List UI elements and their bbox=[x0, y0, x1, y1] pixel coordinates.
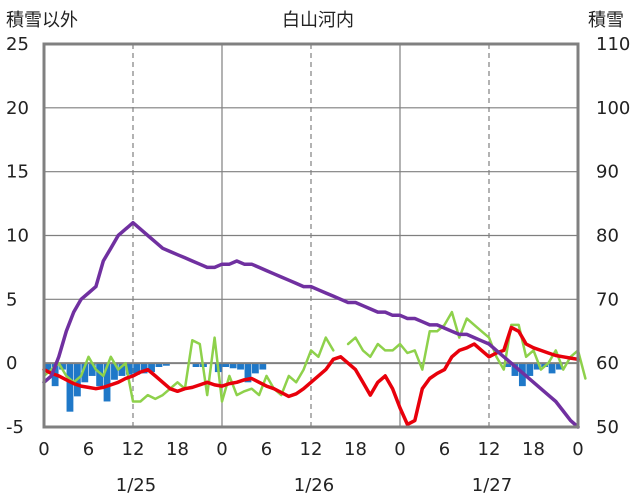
right-axis-title: 積雪 bbox=[588, 10, 624, 31]
precipitation-bar bbox=[222, 363, 230, 367]
right-tick-label: 90 bbox=[596, 162, 619, 183]
wind-line bbox=[42, 310, 587, 403]
precipitation-bar bbox=[133, 363, 141, 375]
right-tick-label: 110 bbox=[596, 34, 630, 55]
precipitation-bar bbox=[244, 363, 252, 383]
left-tick-label: 5 bbox=[6, 289, 17, 310]
right-tick-label: 60 bbox=[596, 353, 619, 374]
precipitation-bar bbox=[66, 363, 74, 412]
x-tick-label: 12 bbox=[122, 439, 145, 460]
plot-frame bbox=[42, 42, 580, 429]
precipitation-bar bbox=[118, 363, 126, 376]
precipitation-bar bbox=[229, 363, 237, 369]
left-axis-title: 積雪以外 bbox=[6, 10, 78, 31]
x-tick-label: 12 bbox=[300, 439, 323, 460]
temperature-line bbox=[42, 325, 580, 427]
snow_depth-line bbox=[42, 220, 580, 429]
precipitation-bar bbox=[548, 363, 556, 374]
date-label: 1/26 bbox=[294, 475, 334, 496]
precipitation-bar bbox=[259, 363, 267, 370]
precipitation-bar bbox=[504, 363, 511, 367]
line-layer bbox=[42, 220, 587, 429]
precipitation-bar bbox=[148, 363, 155, 373]
precipitation-bar bbox=[162, 363, 170, 366]
precipitation-bar bbox=[88, 363, 96, 376]
precipitation-bar bbox=[192, 363, 200, 367]
precipitation-bar bbox=[103, 363, 111, 402]
precipitation-bar bbox=[155, 363, 163, 367]
x-tick-label: 18 bbox=[166, 439, 189, 460]
precipitation-bar bbox=[556, 363, 563, 370]
left-tick-label: 10 bbox=[6, 226, 29, 247]
precipitation-bar bbox=[511, 363, 519, 376]
left-tick-label: 0 bbox=[6, 353, 17, 374]
date-label: 1/25 bbox=[116, 475, 156, 496]
left-tick-label: -5 bbox=[6, 417, 24, 438]
date-label: 1/27 bbox=[472, 475, 512, 496]
x-tick-label: 0 bbox=[394, 439, 405, 460]
x-tick-label: 0 bbox=[572, 439, 583, 460]
label-layer: 積雪以外 白山河内 積雪 2520151050-5110100908070605… bbox=[6, 10, 630, 496]
x-tick-label: 0 bbox=[216, 439, 227, 460]
right-tick-label: 80 bbox=[596, 226, 619, 247]
right-tick-label: 100 bbox=[596, 98, 630, 119]
precipitation-bar bbox=[96, 363, 104, 387]
precipitation-bar bbox=[533, 363, 541, 370]
x-tick-label: 6 bbox=[439, 439, 450, 460]
right-tick-label: 70 bbox=[596, 289, 619, 310]
chart-title: 白山河内 bbox=[282, 10, 354, 31]
precipitation-bar bbox=[44, 363, 52, 373]
x-tick-label: 0 bbox=[38, 439, 49, 460]
x-tick-label: 18 bbox=[522, 439, 545, 460]
precipitation-bar bbox=[526, 363, 534, 376]
precipitation-bar bbox=[125, 363, 133, 375]
x-tick-label: 6 bbox=[261, 439, 272, 460]
precipitation-bar bbox=[81, 363, 89, 383]
right-tick-label: 50 bbox=[596, 417, 619, 438]
left-tick-label: 20 bbox=[6, 98, 29, 119]
precipitation-bar bbox=[251, 363, 259, 374]
left-tick-label: 25 bbox=[6, 34, 29, 55]
precipitation-bar bbox=[237, 363, 244, 370]
precipitation-bar bbox=[140, 363, 148, 374]
precipitation-bar bbox=[59, 363, 66, 370]
precipitation-bar bbox=[111, 363, 118, 380]
x-tick-label: 12 bbox=[478, 439, 501, 460]
x-tick-label: 18 bbox=[344, 439, 367, 460]
x-tick-label: 6 bbox=[83, 439, 94, 460]
left-tick-label: 15 bbox=[6, 162, 29, 183]
